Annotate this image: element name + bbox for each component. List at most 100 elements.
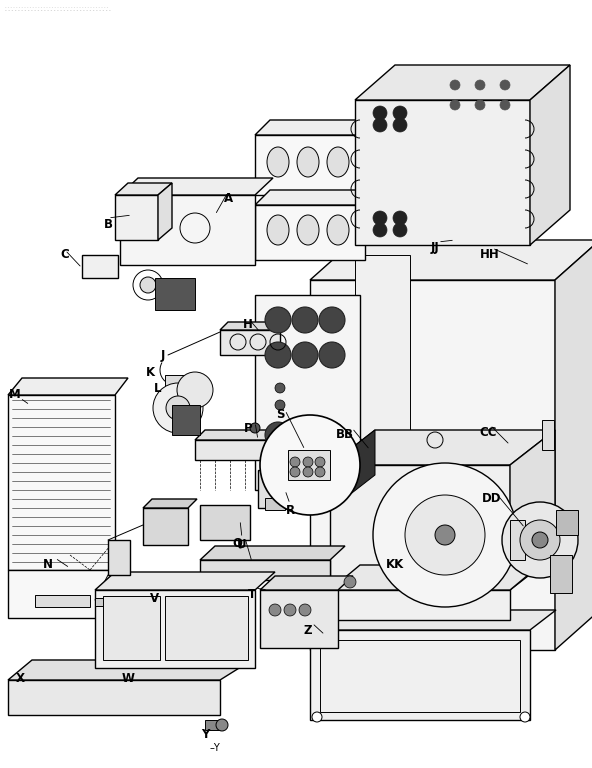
Polygon shape xyxy=(8,660,252,680)
Circle shape xyxy=(292,307,318,333)
Circle shape xyxy=(275,400,285,410)
Text: H: H xyxy=(243,319,253,332)
Circle shape xyxy=(312,712,322,722)
Bar xyxy=(542,420,554,450)
Circle shape xyxy=(450,80,460,90)
Text: - - - - - - - - - - - - - - - - - - - - - - - - - - - - - - - - -: - - - - - - - - - - - - - - - - - - - - … xyxy=(5,8,111,13)
Ellipse shape xyxy=(327,147,349,177)
Polygon shape xyxy=(143,499,197,508)
Circle shape xyxy=(265,422,291,448)
Circle shape xyxy=(315,467,325,477)
Circle shape xyxy=(290,467,300,477)
Bar xyxy=(542,530,554,560)
Circle shape xyxy=(275,383,285,393)
Polygon shape xyxy=(288,450,330,480)
Circle shape xyxy=(450,100,460,110)
Polygon shape xyxy=(143,508,188,545)
Circle shape xyxy=(166,396,190,420)
Circle shape xyxy=(373,106,387,120)
Polygon shape xyxy=(355,65,570,100)
Bar xyxy=(320,640,520,712)
Circle shape xyxy=(315,457,325,467)
Text: Y: Y xyxy=(201,729,209,741)
Polygon shape xyxy=(172,405,200,435)
Circle shape xyxy=(319,452,345,478)
Bar xyxy=(550,555,572,593)
Circle shape xyxy=(319,307,345,333)
Circle shape xyxy=(373,118,387,132)
Circle shape xyxy=(216,719,228,731)
Text: BB: BB xyxy=(336,429,354,442)
Circle shape xyxy=(373,463,517,607)
Circle shape xyxy=(500,100,510,110)
Polygon shape xyxy=(330,430,375,510)
Polygon shape xyxy=(115,183,172,195)
Circle shape xyxy=(177,372,213,408)
Polygon shape xyxy=(260,590,338,648)
Polygon shape xyxy=(115,195,158,240)
Text: - - - - - - - - - - - - - - - - - - - - - - - - - - - - - - - - - - - - - -: - - - - - - - - - - - - - - - - - - - - … xyxy=(5,5,108,9)
Polygon shape xyxy=(260,576,353,590)
Polygon shape xyxy=(258,470,295,508)
Ellipse shape xyxy=(267,147,289,177)
Circle shape xyxy=(284,604,296,616)
Polygon shape xyxy=(165,596,248,660)
Text: P: P xyxy=(244,422,252,435)
Bar xyxy=(35,595,90,607)
Text: J: J xyxy=(161,349,165,362)
Polygon shape xyxy=(555,240,592,650)
Circle shape xyxy=(393,211,407,225)
Text: HH: HH xyxy=(480,249,500,261)
Polygon shape xyxy=(355,100,530,245)
Polygon shape xyxy=(330,430,555,465)
Polygon shape xyxy=(255,205,365,260)
Bar xyxy=(95,598,130,606)
Ellipse shape xyxy=(267,215,289,245)
Polygon shape xyxy=(556,510,578,535)
Circle shape xyxy=(393,106,407,120)
Circle shape xyxy=(393,118,407,132)
Polygon shape xyxy=(82,255,118,278)
Polygon shape xyxy=(200,560,330,580)
Circle shape xyxy=(373,211,387,225)
Text: V: V xyxy=(150,591,160,604)
Polygon shape xyxy=(255,295,360,490)
Polygon shape xyxy=(95,590,255,668)
Polygon shape xyxy=(200,546,345,560)
Polygon shape xyxy=(8,680,220,715)
Polygon shape xyxy=(255,135,365,195)
Polygon shape xyxy=(330,590,510,620)
Ellipse shape xyxy=(297,147,319,177)
Circle shape xyxy=(435,525,455,545)
Polygon shape xyxy=(155,278,195,310)
Ellipse shape xyxy=(327,215,349,245)
Text: N: N xyxy=(43,558,53,571)
Circle shape xyxy=(303,457,313,467)
Circle shape xyxy=(520,712,530,722)
Polygon shape xyxy=(200,505,250,540)
Polygon shape xyxy=(355,255,410,615)
Polygon shape xyxy=(310,630,530,720)
Polygon shape xyxy=(108,540,130,575)
Text: CC: CC xyxy=(480,425,497,439)
Polygon shape xyxy=(220,322,288,330)
Circle shape xyxy=(475,100,485,110)
Circle shape xyxy=(520,520,560,560)
Polygon shape xyxy=(255,120,380,135)
Circle shape xyxy=(373,223,387,237)
Text: KK: KK xyxy=(386,558,404,571)
Circle shape xyxy=(250,423,260,433)
Polygon shape xyxy=(8,570,115,618)
Circle shape xyxy=(265,452,291,478)
Polygon shape xyxy=(120,195,255,265)
Circle shape xyxy=(292,452,318,478)
Polygon shape xyxy=(330,465,510,590)
Text: JJ: JJ xyxy=(430,241,439,254)
Text: L: L xyxy=(155,382,162,395)
Text: K: K xyxy=(146,366,155,379)
Text: C: C xyxy=(60,249,69,261)
Circle shape xyxy=(140,277,156,293)
Polygon shape xyxy=(8,378,128,395)
Circle shape xyxy=(303,467,313,477)
Circle shape xyxy=(344,576,356,588)
